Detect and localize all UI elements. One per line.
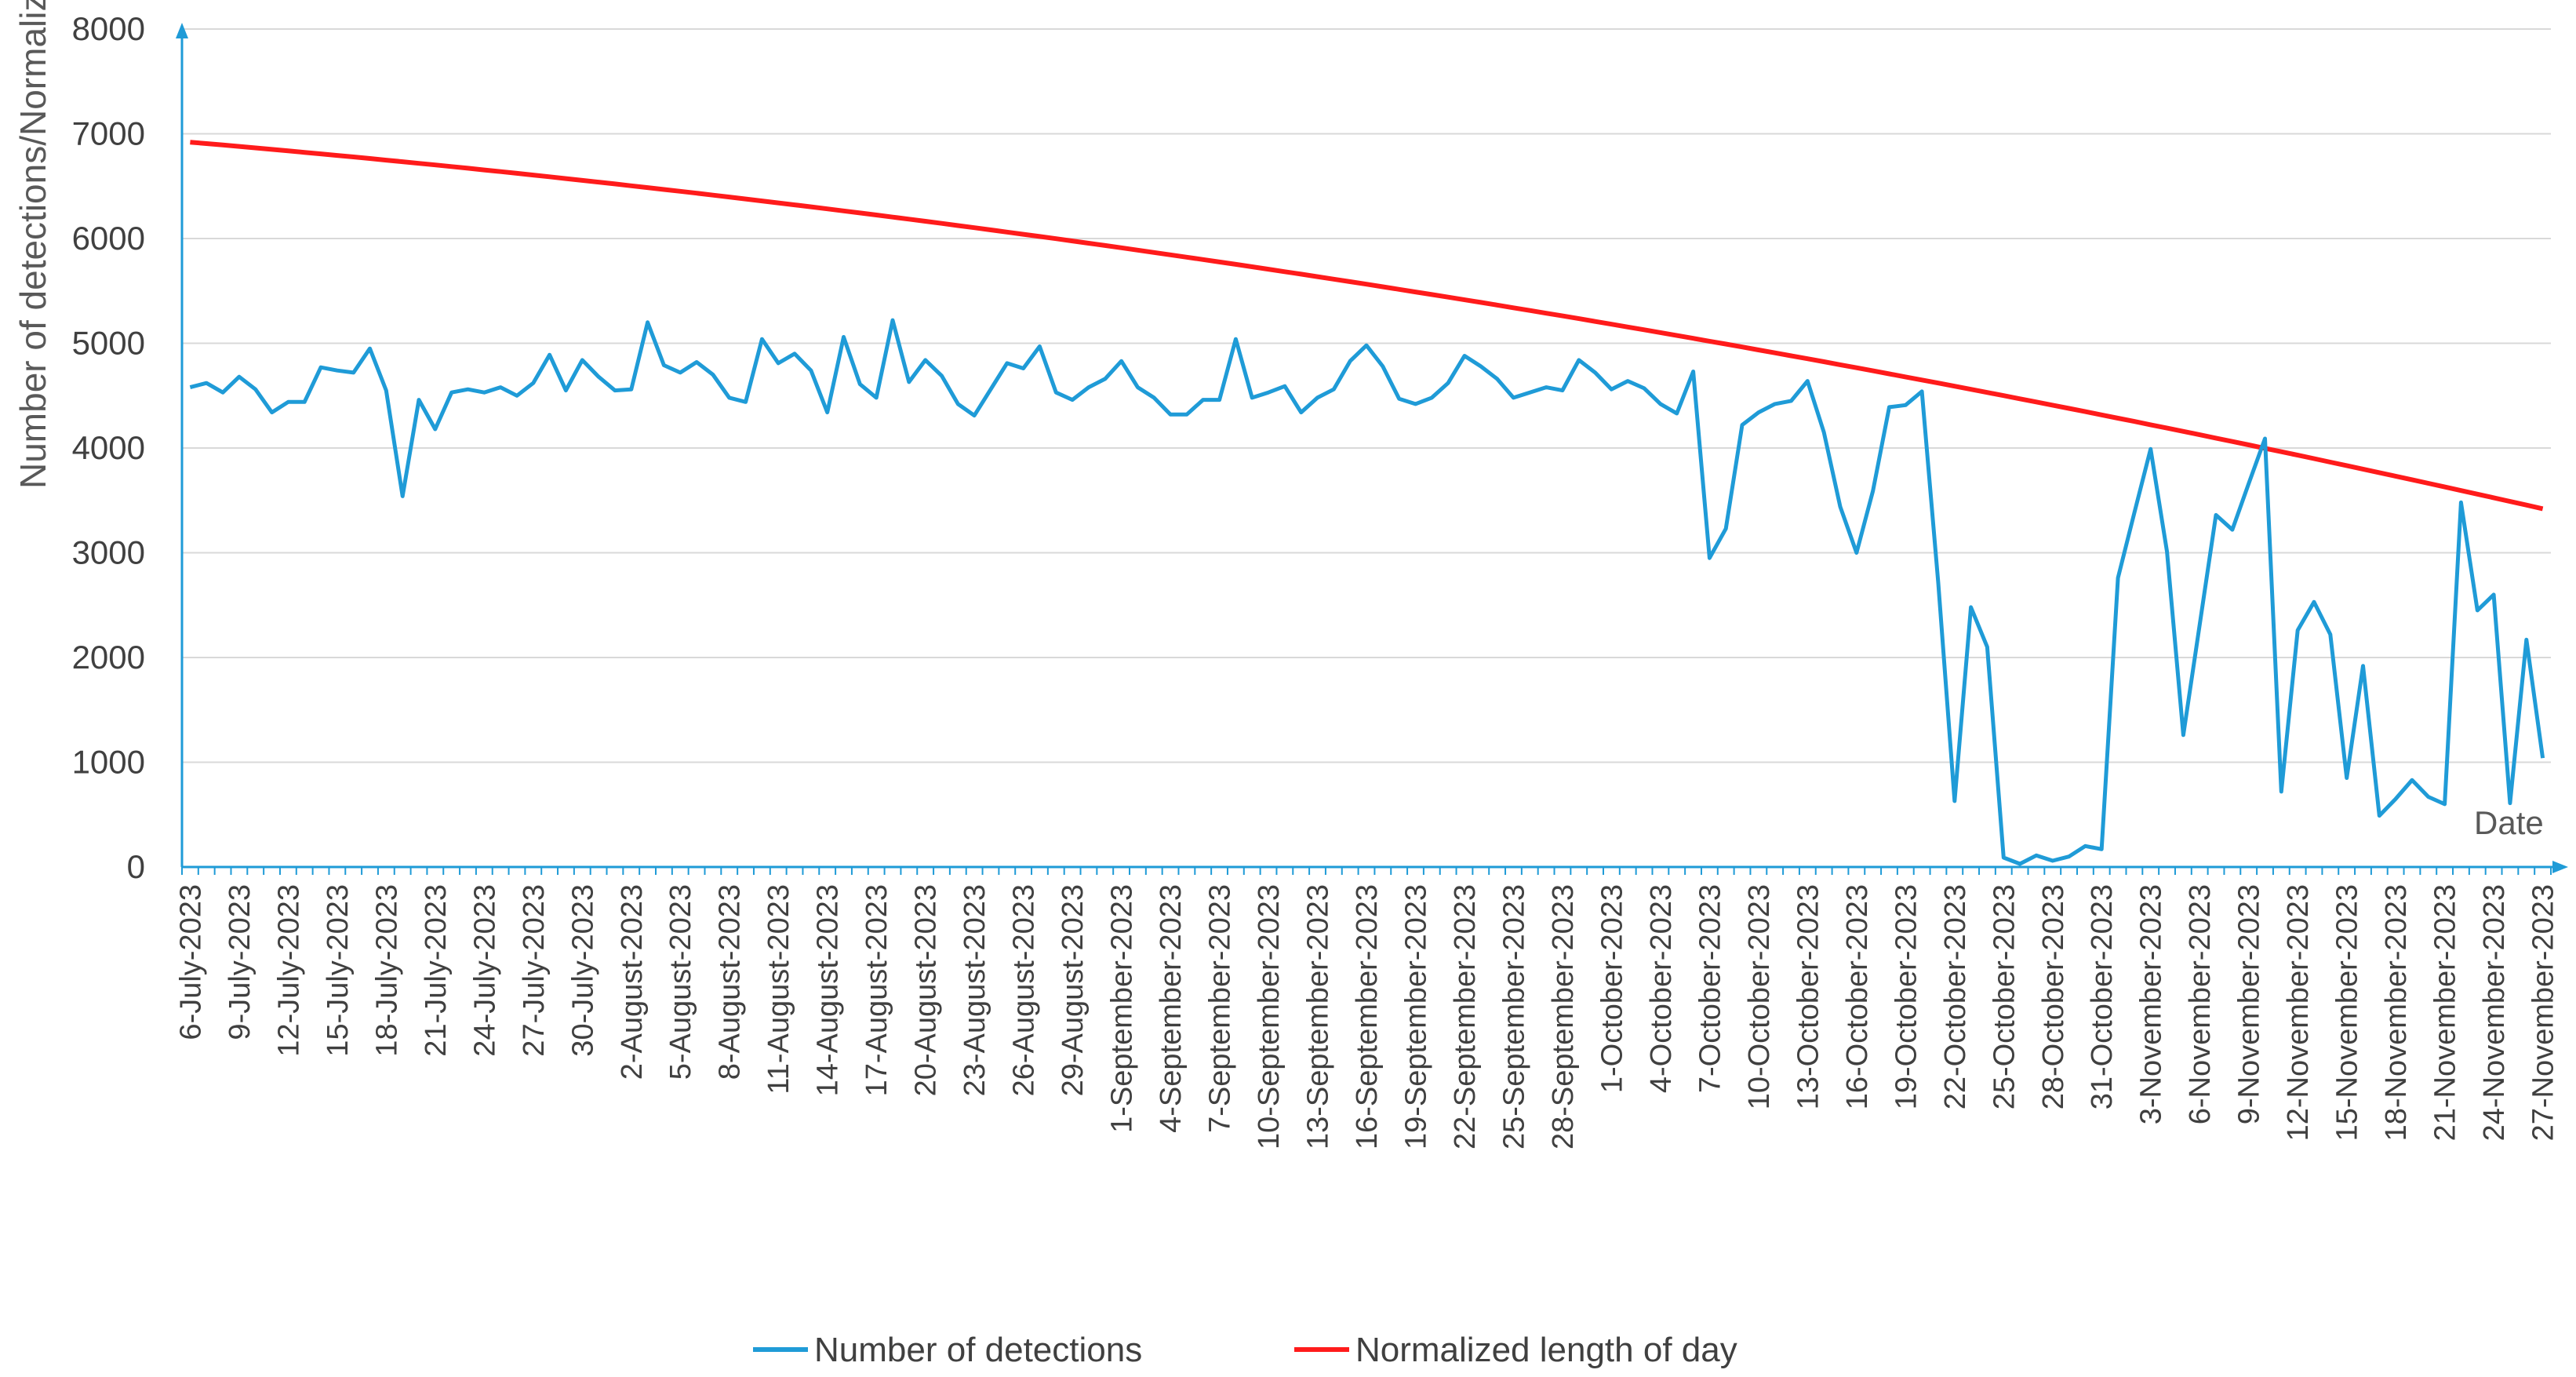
x-tick-label: 27-November-2023 — [2527, 884, 2560, 1141]
x-tick-label: 22-September-2023 — [1449, 884, 1482, 1149]
x-tick-label: 7-September-2023 — [1204, 884, 1237, 1133]
x-tick-label: 11-August-2023 — [762, 884, 795, 1095]
x-tick-label: 16-September-2023 — [1351, 884, 1384, 1149]
x-tick-label: 5-August-2023 — [664, 884, 697, 1080]
y-axis: 0 1000 2000 3000 4000 5000 6000 7000 8000 — [72, 10, 188, 885]
x-tick-label: 24-July-2023 — [468, 884, 501, 1057]
x-axis: 6-July-2023 9-July-2023 12-July-2023 15-Jul… — [174, 861, 2568, 1149]
x-tick-label: 12-November-2023 — [2282, 884, 2315, 1141]
x-tick-label: 22-October-2023 — [1939, 884, 1972, 1109]
x-tick-label: 21-July-2023 — [420, 884, 453, 1057]
x-tick-label: 14-August-2023 — [812, 884, 845, 1096]
x-tick-label: 13-October-2023 — [1792, 884, 1825, 1109]
x-tick-label: 19-October-2023 — [1890, 884, 1923, 1109]
y-tick-label: 3000 — [72, 534, 145, 571]
x-tick-label: 25-October-2023 — [1988, 884, 2021, 1109]
x-tick-label: 16-October-2023 — [1841, 884, 1874, 1109]
x-tick-label: 23-August-2023 — [959, 884, 991, 1096]
y-tick-label: 1000 — [72, 744, 145, 781]
x-tick-label: 17-August-2023 — [860, 884, 893, 1096]
x-tick-label: 6-November-2023 — [2184, 884, 2217, 1124]
x-tick-label: 15-November-2023 — [2331, 884, 2364, 1141]
x-tick-label: 28-September-2023 — [1547, 884, 1580, 1149]
x-tick-label: 9-November-2023 — [2233, 884, 2266, 1124]
x-tick-label: 26-August-2023 — [1008, 884, 1041, 1096]
x-tick-label: 20-August-2023 — [910, 884, 943, 1096]
x-axis-title: Date — [2474, 804, 2544, 841]
x-tick-label: 13-September-2023 — [1302, 884, 1335, 1149]
series-group — [189, 140, 2545, 866]
y-tick-label: 0 — [127, 848, 145, 885]
x-tick-label: 9-July-2023 — [224, 884, 257, 1040]
x-axis-arrow — [2552, 861, 2568, 873]
x-tick-label: 4-September-2023 — [1155, 884, 1188, 1133]
legend: Number of detections Normalized length o… — [753, 1331, 1737, 1369]
x-tick-label: 28-October-2023 — [2037, 884, 2070, 1109]
x-tick-label: 1-September-2023 — [1106, 884, 1139, 1133]
y-tick-label: 8000 — [72, 10, 145, 47]
x-tick-label: 21-November-2023 — [2429, 884, 2462, 1141]
y-tick-label: 7000 — [72, 115, 145, 152]
series-line-day-length — [190, 140, 2544, 512]
x-tick-label: 2-August-2023 — [616, 884, 649, 1080]
x-tick-label: 4-October-2023 — [1645, 884, 1678, 1093]
x-tick-label: 1-October-2023 — [1595, 884, 1628, 1093]
x-tick-label: 8-August-2023 — [714, 884, 747, 1080]
x-tick-label: 10-September-2023 — [1253, 884, 1286, 1149]
x-tick-label: 24-November-2023 — [2478, 884, 2511, 1141]
x-tick-label: 15-July-2023 — [322, 884, 355, 1057]
x-tick-label: 18-November-2023 — [2380, 884, 2413, 1141]
x-tick-label: 29-August-2023 — [1057, 884, 1090, 1096]
gridlines — [182, 28, 2551, 763]
x-tick-label: 7-October-2023 — [1694, 884, 1726, 1093]
x-tick-label: 30-July-2023 — [566, 884, 599, 1057]
x-tick-label: 25-September-2023 — [1497, 884, 1530, 1149]
legend-label-detections: Number of detections — [814, 1331, 1142, 1369]
y-tick-label: 4000 — [72, 429, 145, 466]
y-tick-label: 2000 — [72, 639, 145, 676]
x-tick-label: 6-July-2023 — [174, 884, 207, 1040]
x-tick-label: 10-October-2023 — [1743, 884, 1776, 1109]
y-tick-label: 6000 — [72, 220, 145, 257]
x-tick-label: 18-July-2023 — [370, 884, 403, 1057]
y-axis-title: Number of detections/Normalized length o… — [13, 0, 53, 489]
x-tick-label: 3-November-2023 — [2135, 884, 2168, 1124]
y-tick-label: 5000 — [72, 325, 145, 362]
series-line-detections — [189, 318, 2545, 866]
x-tick-label: 19-September-2023 — [1399, 884, 1432, 1149]
legend-label-day-length: Normalized length of day — [1355, 1331, 1737, 1369]
y-axis-arrow — [176, 23, 188, 38]
x-tick-label: 27-July-2023 — [518, 884, 551, 1057]
x-tick-label: 12-July-2023 — [272, 884, 305, 1057]
x-tick-label: 31-October-2023 — [2086, 884, 2119, 1109]
